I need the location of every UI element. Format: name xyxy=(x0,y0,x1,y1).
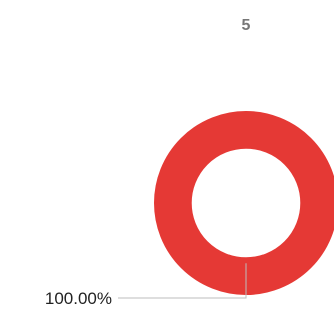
donut-slices xyxy=(154,111,334,295)
slice-percent-label-0: 100.00% xyxy=(45,289,112,308)
chart-title: 5 xyxy=(242,17,251,34)
slice-leader-lines xyxy=(118,263,247,299)
slice-leader-line-0 xyxy=(118,263,247,299)
slice-labels: 100.00% xyxy=(45,289,112,308)
donut-slice-0 xyxy=(154,111,334,295)
